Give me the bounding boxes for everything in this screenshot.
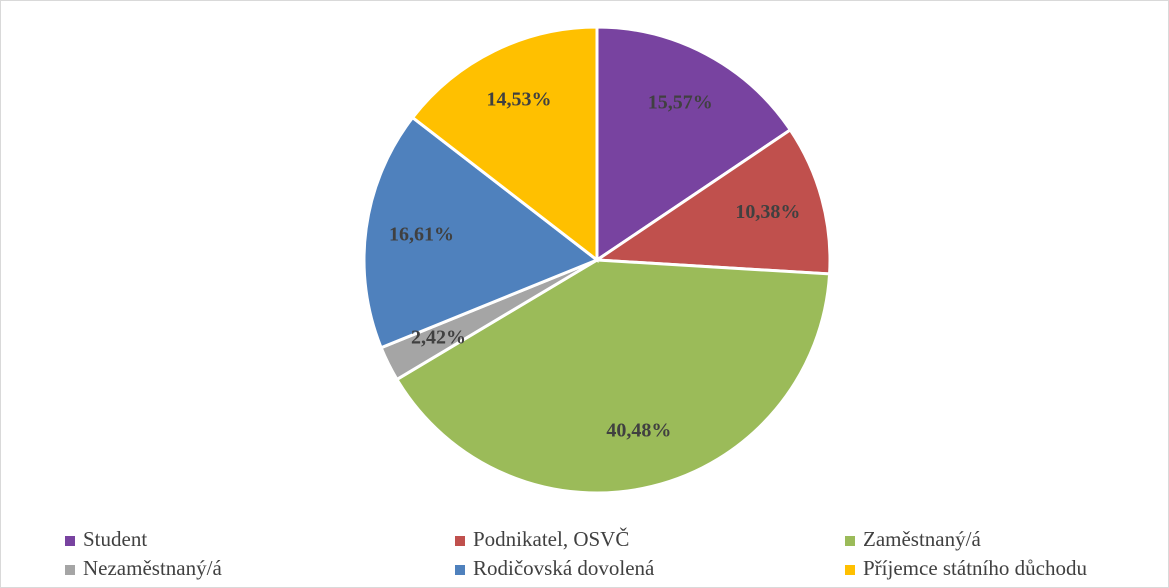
legend-swatch (65, 565, 75, 575)
legend-label: Zaměstnaný/á (863, 527, 981, 551)
legend-swatch (845, 536, 855, 546)
pie-slice (410, 25, 599, 264)
legend-label: Příjemce státního důchodu (863, 556, 1087, 580)
legend-label: Podnikatel, OSVČ (473, 527, 629, 551)
data-label: 10,38% (735, 201, 800, 223)
legend-swatch (455, 536, 465, 546)
data-label: 14,53% (486, 89, 551, 111)
legend-swatch (455, 565, 465, 575)
legend-label: Nezaměstnaný/á (83, 556, 222, 580)
legend-label: Rodičovská dovolená (473, 556, 655, 580)
legend-swatch (65, 536, 75, 546)
data-label: 40,48% (606, 420, 671, 442)
pie-slice (394, 258, 832, 495)
data-label: 2,42% (411, 327, 466, 349)
pie-slice (362, 115, 600, 350)
pie-slice (595, 25, 793, 263)
data-label: 15,57% (648, 91, 713, 113)
data-label: 16,61% (389, 224, 454, 246)
legend-label: Student (83, 527, 147, 551)
legend-swatch (845, 565, 855, 575)
pie-slice (592, 127, 832, 276)
